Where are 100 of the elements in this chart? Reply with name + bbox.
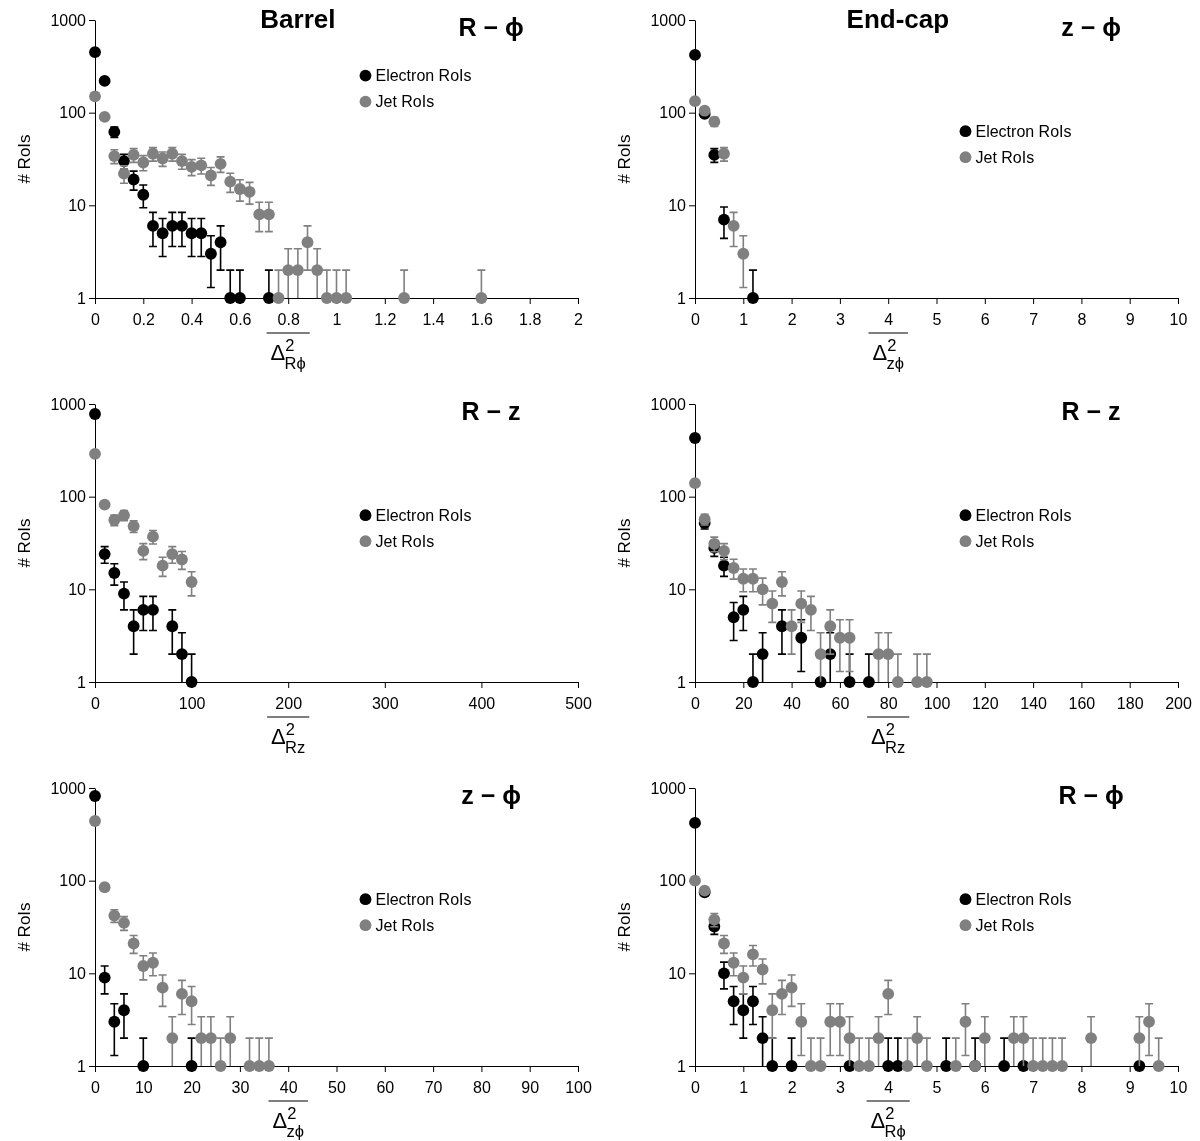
chart-subtitle: z − ϕ <box>461 781 521 809</box>
x-tick-label: 8 <box>1077 1078 1087 1096</box>
x-tick-label: 6 <box>980 1078 990 1096</box>
x-tick-label: 120 <box>971 694 999 712</box>
y-axis-title: # RoIs <box>15 518 34 568</box>
legend-label: Electron RoIs <box>975 506 1072 524</box>
legend-label: Electron RoIs <box>375 67 472 85</box>
x-tick-label: 10 <box>1169 1078 1188 1096</box>
y-axis-title: # RoIs <box>15 902 34 952</box>
x-tick-label: 1.4 <box>422 310 445 328</box>
y-tick-label: 10 <box>68 964 87 982</box>
y-tick-label: 10 <box>68 580 87 598</box>
y-tick-label: 100 <box>59 488 87 506</box>
x-tick-label: 7 <box>1029 1078 1039 1096</box>
x-tick-label: 10 <box>1169 310 1188 328</box>
y-axis-title: # RoIs <box>615 518 634 568</box>
legend-label: Jet RoIs <box>975 148 1035 166</box>
x-tick-label: 180 <box>1116 694 1144 712</box>
x-tick-label: 0.8 <box>277 310 300 328</box>
x-tick-label: 200 <box>275 694 303 712</box>
x-tick-label: 300 <box>371 694 399 712</box>
x-tick-label: 40 <box>783 694 802 712</box>
x-tick-label: 0 <box>91 1078 101 1096</box>
x-tick-label: 30 <box>231 1078 250 1096</box>
x-tick-label: 1 <box>739 310 749 328</box>
y-tick-label: 100 <box>659 104 687 122</box>
y-tick-label: 1000 <box>50 395 87 413</box>
x-tick-label: 5 <box>932 1078 942 1096</box>
legend-label: Jet RoIs <box>375 916 435 934</box>
y-tick-label: 1000 <box>50 11 87 29</box>
x-tick-label: 90 <box>521 1078 540 1096</box>
legend-label: Jet RoIs <box>375 532 435 550</box>
y-tick-label: 1000 <box>650 779 687 797</box>
x-tick-label: 20 <box>183 1078 202 1096</box>
y-tick-label: 1 <box>677 1057 687 1075</box>
chart-subtitle: z − ϕ <box>1061 13 1121 41</box>
y-axis-title: # RoIs <box>615 902 634 952</box>
y-tick-label: 1 <box>677 673 687 691</box>
legend-label: Jet RoIs <box>975 532 1035 550</box>
chart-subtitle: R − ϕ <box>1058 781 1124 809</box>
legend-label: Electron RoIs <box>375 890 472 908</box>
x-tick-label: 1.2 <box>374 310 397 328</box>
chart-title: End-cap <box>846 4 950 34</box>
x-tick-label: 0 <box>91 694 101 712</box>
x-tick-label: 3 <box>835 310 845 328</box>
chart-subtitle: R − z <box>461 397 521 425</box>
x-tick-label: 0 <box>91 310 101 328</box>
x-tick-label: 50 <box>328 1078 346 1096</box>
x-tick-label: 4 <box>884 1078 894 1096</box>
y-tick-label: 10 <box>68 196 87 214</box>
y-tick-label: 1 <box>77 673 87 691</box>
x-tick-label: 100 <box>565 1078 592 1096</box>
legend-label: Electron RoIs <box>975 122 1072 140</box>
legend-label: Jet RoIs <box>375 93 435 111</box>
y-tick-label: 100 <box>659 488 687 506</box>
x-tick-label: 0 <box>691 1078 701 1096</box>
y-tick-label: 1 <box>677 289 687 307</box>
x-tick-label: 7 <box>1029 310 1039 328</box>
x-tick-label: 0.2 <box>132 310 156 328</box>
x-tick-label: 160 <box>1068 694 1096 712</box>
x-tick-label: 0.4 <box>180 310 204 328</box>
x-tick-label: 140 <box>1020 694 1048 712</box>
x-tick-label: 4 <box>884 310 894 328</box>
chart-subtitle: R − ϕ <box>458 13 524 41</box>
y-tick-label: 1 <box>77 1057 87 1075</box>
x-tick-label: 100 <box>178 694 206 712</box>
y-axis-title: # RoIs <box>615 134 634 184</box>
x-tick-label: 9 <box>1125 310 1135 328</box>
x-tick-label: 6 <box>980 310 990 328</box>
x-tick-label: 1 <box>739 1078 749 1096</box>
y-tick-label: 10 <box>668 580 687 598</box>
legend-label: Electron RoIs <box>375 506 472 524</box>
x-tick-label: 10 <box>134 1078 153 1096</box>
x-tick-label: 0.6 <box>229 310 252 328</box>
y-tick-label: 100 <box>59 104 87 122</box>
x-tick-label: 1.8 <box>519 310 542 328</box>
x-tick-label: 80 <box>473 1078 491 1096</box>
x-tick-label: 60 <box>831 694 850 712</box>
x-tick-label: 5 <box>932 310 942 328</box>
y-tick-label: 1000 <box>50 779 87 797</box>
x-tick-label: 100 <box>923 694 951 712</box>
x-tick-label: 20 <box>734 694 753 712</box>
x-tick-label: 60 <box>376 1078 395 1096</box>
x-tick-label: 1 <box>332 310 342 328</box>
x-tick-label: 200 <box>1165 694 1192 712</box>
x-tick-label: 80 <box>879 694 898 712</box>
x-tick-label: 500 <box>565 694 592 712</box>
chart-subtitle: R − z <box>1061 397 1121 425</box>
chart-title: Barrel <box>260 4 336 34</box>
y-tick-label: 10 <box>668 964 687 982</box>
x-tick-label: 2 <box>574 310 584 328</box>
y-tick-label: 10 <box>668 196 687 214</box>
x-tick-label: 400 <box>468 694 496 712</box>
x-tick-label: 70 <box>424 1078 443 1096</box>
legend-label: Jet RoIs <box>975 916 1035 934</box>
x-tick-label: 1.6 <box>470 310 494 328</box>
y-tick-label: 1000 <box>650 395 687 413</box>
y-tick-label: 100 <box>659 872 687 890</box>
y-tick-label: 1 <box>77 289 87 307</box>
x-tick-label: 0 <box>691 310 701 328</box>
